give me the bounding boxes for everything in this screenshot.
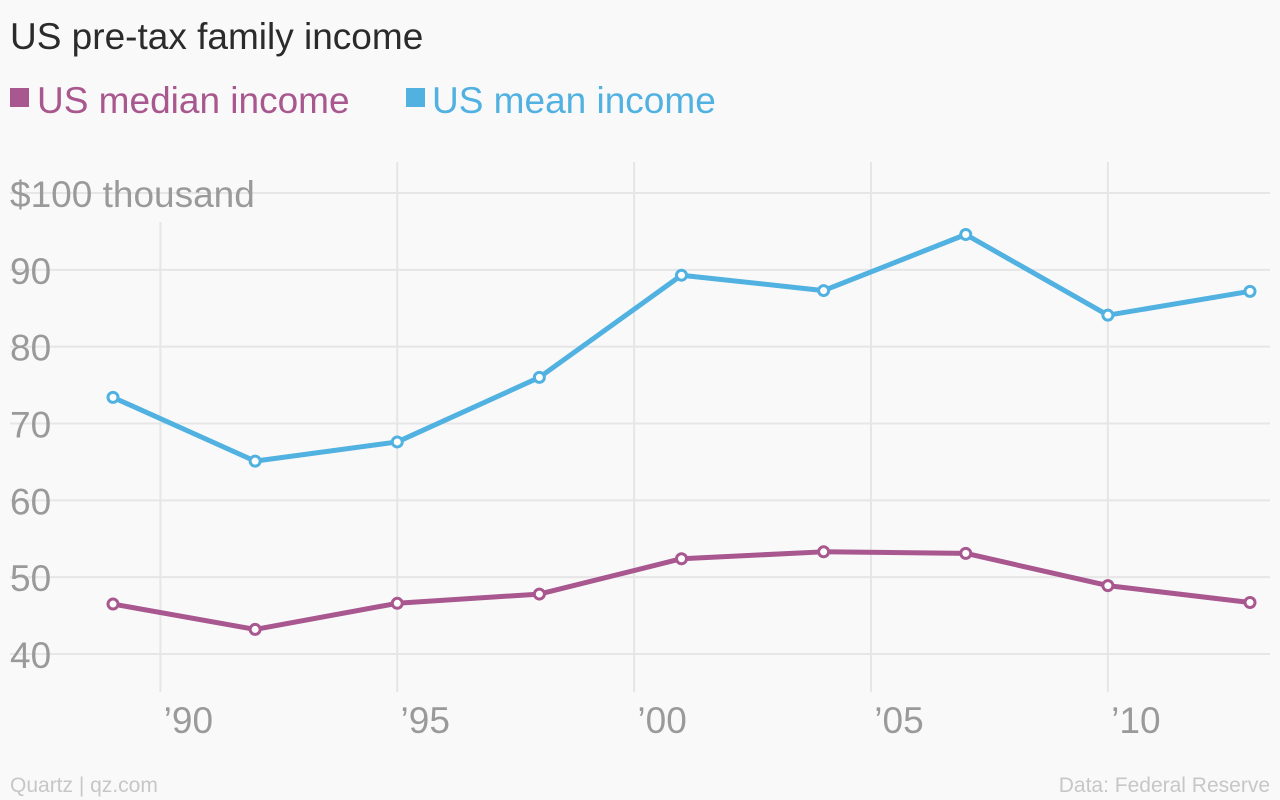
- y-tick-label: 60: [10, 481, 51, 522]
- data-point: [390, 435, 404, 449]
- data-point: [1101, 308, 1115, 322]
- y-tick-label: 70: [10, 405, 51, 446]
- data-point: [248, 622, 262, 636]
- data-point: [106, 390, 120, 404]
- data-point: [390, 596, 404, 610]
- x-tick-label: ’00: [637, 700, 686, 741]
- data-point: [959, 227, 973, 241]
- y-tick-label: 80: [10, 328, 51, 369]
- x-axis: ’90 ’95 ’00 ’05 ’10: [164, 700, 1161, 741]
- data-point: [1243, 284, 1257, 298]
- legend-swatch: [406, 88, 425, 107]
- legend-swatch: [10, 88, 29, 107]
- x-tick-label: ’10: [1111, 700, 1160, 741]
- y-tick-label: 90: [10, 251, 51, 292]
- credit-text: Quartz | qz.com: [10, 774, 158, 797]
- chart-title: US pre-tax family income: [10, 16, 423, 57]
- data-point: [1101, 579, 1115, 593]
- data-point: [959, 546, 973, 560]
- y-tick-label: $100 thousand: [10, 174, 255, 215]
- x-tick-label: ’95: [401, 700, 450, 741]
- y-axis: $100 thousand 90 80 70 60 50 40: [10, 174, 255, 676]
- x-tick-label: ’90: [164, 700, 213, 741]
- series-layer: [106, 227, 1257, 636]
- source-text: Data: Federal Reserve: [1059, 774, 1270, 797]
- y-tick-label: 50: [10, 558, 51, 599]
- data-point: [532, 370, 546, 384]
- data-point: [106, 597, 120, 611]
- data-point: [817, 284, 831, 298]
- data-point: [1243, 596, 1257, 610]
- x-tick-label: ’05: [874, 700, 923, 741]
- y-tick-label: 40: [10, 635, 51, 676]
- data-point: [675, 268, 688, 282]
- legend-label: US mean income: [432, 80, 716, 121]
- data-point: [248, 454, 262, 468]
- data-point: [817, 545, 831, 559]
- series-line-1: [110, 231, 1253, 464]
- data-point: [675, 552, 688, 566]
- legend-label: US median income: [37, 80, 350, 121]
- grid: [10, 162, 1270, 692]
- data-point: [532, 587, 546, 601]
- legend: US median income US mean income: [10, 80, 716, 121]
